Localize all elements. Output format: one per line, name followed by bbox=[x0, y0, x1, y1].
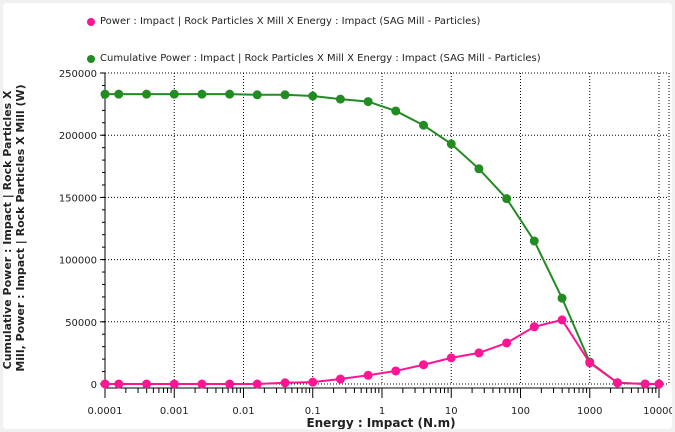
data-point bbox=[654, 379, 664, 389]
data-point bbox=[252, 90, 262, 100]
data-point bbox=[419, 120, 429, 130]
data-point bbox=[419, 360, 429, 370]
data-point bbox=[391, 366, 401, 376]
data-point bbox=[197, 379, 207, 389]
data-point bbox=[557, 293, 567, 303]
x-tick-label: 0.0001 bbox=[88, 406, 123, 417]
data-point bbox=[363, 370, 373, 380]
x-tick-label: 1000 bbox=[577, 406, 602, 417]
data-point bbox=[197, 89, 207, 99]
y-tick-label: 150000 bbox=[59, 193, 97, 204]
data-point bbox=[114, 89, 124, 99]
data-point bbox=[142, 379, 152, 389]
data-point bbox=[142, 89, 152, 99]
x-tick-label: 0.01 bbox=[232, 406, 254, 417]
data-point bbox=[225, 89, 235, 99]
data-point bbox=[474, 348, 484, 358]
chart-panel: Power : Impact | Rock Particles X Mill X… bbox=[3, 3, 672, 429]
series-line bbox=[105, 318, 659, 385]
data-point bbox=[640, 379, 650, 389]
plot-svg: Cumulative Power : Impact | Rock Particl… bbox=[3, 69, 672, 429]
y-axis-label-line2: Mill, Power : Impact | Rock Particles X … bbox=[14, 84, 27, 371]
series-line bbox=[105, 93, 659, 385]
y-tick-label: 100000 bbox=[59, 256, 97, 267]
data-point bbox=[252, 379, 262, 389]
data-point bbox=[169, 379, 179, 389]
data-point bbox=[529, 236, 539, 246]
legend-marker-power bbox=[87, 17, 95, 26]
data-point bbox=[335, 94, 345, 104]
x-tick-label: 0.001 bbox=[160, 406, 189, 417]
x-tick-label: 10000 bbox=[643, 406, 672, 417]
x-tick-label: 0.1 bbox=[305, 406, 321, 417]
data-point bbox=[363, 97, 373, 107]
y-axis-label: Cumulative Power : Impact | Rock Particl… bbox=[3, 84, 27, 371]
data-point bbox=[225, 379, 235, 389]
data-point bbox=[502, 338, 512, 348]
legend-item-cumulative-power[interactable]: Cumulative Power : Impact | Rock Particl… bbox=[87, 53, 541, 64]
data-point bbox=[114, 379, 124, 389]
data-point bbox=[308, 377, 318, 387]
data-point bbox=[557, 315, 567, 325]
x-axis-label: Energy : Impact (N.m) bbox=[306, 416, 455, 429]
data-point bbox=[502, 194, 512, 204]
data-point bbox=[474, 164, 484, 174]
y-tick-label: 250000 bbox=[59, 69, 97, 80]
legend-label-power: Power : Impact | Rock Particles X Mill X… bbox=[100, 16, 481, 27]
data-point bbox=[446, 353, 456, 363]
data-point bbox=[391, 106, 401, 116]
data-point bbox=[446, 139, 456, 149]
legend-marker-cumulative bbox=[87, 54, 95, 63]
data-point bbox=[308, 91, 318, 101]
y-tick-label: 200000 bbox=[59, 131, 97, 142]
data-point bbox=[585, 358, 595, 368]
data-point bbox=[100, 379, 110, 389]
y-tick-label: 50000 bbox=[65, 318, 97, 329]
y-tick-label: 0 bbox=[91, 380, 97, 391]
y-axis-label-line1: Cumulative Power : Impact | Rock Particl… bbox=[3, 90, 14, 369]
data-point bbox=[169, 89, 179, 99]
legend-item-power[interactable]: Power : Impact | Rock Particles X Mill X… bbox=[87, 16, 480, 27]
data-point bbox=[335, 374, 345, 384]
data-point bbox=[280, 90, 290, 100]
data-point bbox=[612, 378, 622, 388]
x-tick-label: 10 bbox=[445, 406, 458, 417]
x-tick-label: 1 bbox=[379, 406, 385, 417]
legend-label-cumulative: Cumulative Power : Impact | Rock Particl… bbox=[100, 53, 541, 64]
data-point bbox=[529, 322, 539, 332]
x-tick-label: 100 bbox=[511, 406, 530, 417]
data-point bbox=[100, 89, 110, 99]
data-point bbox=[280, 378, 290, 388]
